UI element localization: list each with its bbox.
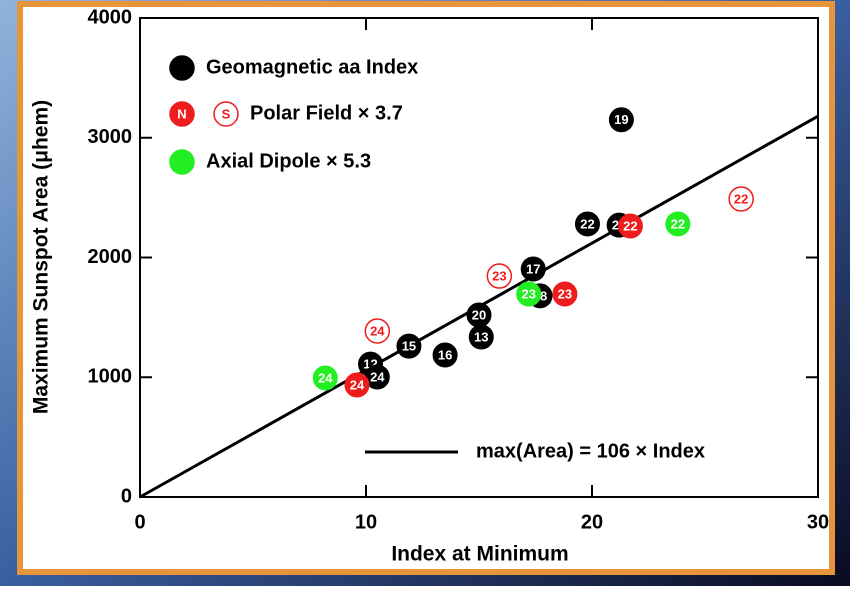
fit-label: max(Area) = 106 × Index <box>476 440 705 462</box>
x-tick-label: 0 <box>134 511 145 533</box>
legend-label: Geomagnetic aa Index <box>206 56 418 78</box>
point-label: 16 <box>438 347 452 362</box>
y-tick-label: 0 <box>121 485 132 507</box>
point: 24 <box>364 318 391 344</box>
point: 22 <box>574 211 600 237</box>
point: 15 <box>396 333 422 359</box>
marker <box>516 281 542 307</box>
point-label: 23 <box>521 286 535 301</box>
point-label: 22 <box>734 191 748 206</box>
point: 17 <box>520 256 546 282</box>
point: 23 <box>552 281 578 307</box>
point: 23 <box>486 263 513 289</box>
point-label: 13 <box>474 329 488 344</box>
point-label: 19 <box>614 112 628 127</box>
marker <box>312 365 338 391</box>
point-label: 24 <box>370 369 385 384</box>
marker <box>728 186 754 212</box>
point-label: 20 <box>472 307 486 322</box>
legend-marker-label: N <box>177 106 186 121</box>
marker <box>364 318 391 344</box>
point: 13 <box>468 324 494 350</box>
marker <box>468 324 494 350</box>
marker <box>617 213 643 239</box>
point-label: 15 <box>402 339 416 354</box>
frame <box>17 1 835 575</box>
point: 22 <box>728 186 754 212</box>
marker <box>432 342 458 368</box>
y-tick-label: 3000 <box>88 126 133 148</box>
x-tick-label: 10 <box>355 511 377 533</box>
marker <box>486 263 513 289</box>
point: 20 <box>466 302 492 328</box>
legend-marker <box>169 101 195 127</box>
point-label: 22 <box>623 218 637 233</box>
point: 22 <box>665 211 691 237</box>
point: 22 <box>617 213 643 239</box>
marker <box>344 372 370 398</box>
x-axis-title: Index at Minimum <box>391 543 568 566</box>
x-tick-label: 20 <box>581 511 603 533</box>
legend-marker <box>169 55 195 81</box>
y-tick-label: 4000 <box>88 6 133 28</box>
point: 24 <box>312 365 338 391</box>
y-axis-title: Maximum Sunspot Area (μhem) <box>30 100 53 414</box>
point-label: 22 <box>671 216 685 231</box>
legend-label: Polar Field × 3.7 <box>250 102 403 124</box>
point-label: 24 <box>318 370 333 385</box>
y-tick-label: 2000 <box>88 246 133 268</box>
point: 24 <box>344 372 370 398</box>
legend-marker <box>213 101 239 127</box>
legend-marker <box>169 149 195 175</box>
point-label: 24 <box>350 377 365 392</box>
legend-marker-label: S <box>222 106 231 121</box>
marker <box>396 333 422 359</box>
marker <box>665 211 691 237</box>
marker <box>574 211 600 237</box>
point: 19 <box>608 107 634 133</box>
y-tick-label: 1000 <box>88 366 133 388</box>
point-label: 23 <box>492 268 506 283</box>
marker <box>608 107 634 133</box>
point-label: 23 <box>558 286 572 301</box>
point: 23 <box>516 281 542 307</box>
point-label: 24 <box>370 323 385 338</box>
marker <box>520 256 546 282</box>
legend-label: Axial Dipole × 5.3 <box>206 150 371 172</box>
point-label: 17 <box>526 261 540 276</box>
point: 16 <box>432 342 458 368</box>
marker <box>552 281 578 307</box>
point-label: 22 <box>580 216 594 231</box>
x-tick-label: 30 <box>807 511 829 533</box>
